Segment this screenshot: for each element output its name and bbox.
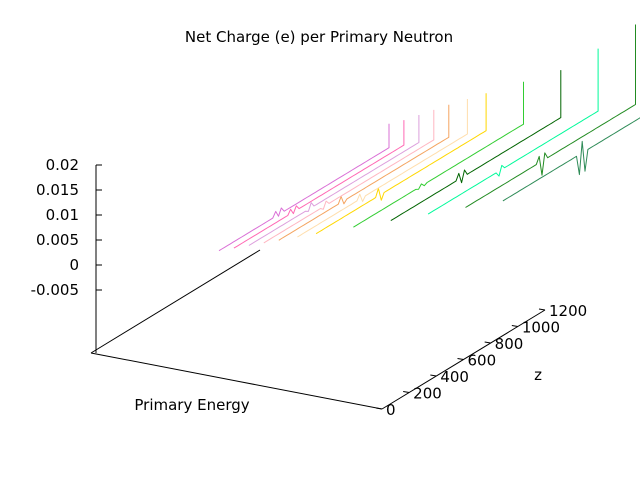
z-tick-label: 200: [413, 385, 442, 403]
x-axis-label: Primary Energy: [134, 396, 249, 414]
series-line: [502, 117, 640, 202]
z-tick-mark: [457, 358, 464, 360]
z-tick-mark: [403, 391, 410, 393]
series-line: [390, 70, 562, 222]
series-line: [427, 48, 599, 215]
z-tick-label: 400: [440, 368, 469, 386]
axes-group: [90, 165, 546, 410]
primary-energy-axis: [90, 352, 383, 410]
y-tick-label: 0: [69, 256, 79, 274]
chart-title: Net Charge (e) per Primary Neutron: [185, 28, 453, 46]
back-base-axis: [90, 249, 261, 354]
series-line: [465, 24, 636, 208]
z-tick-label: 800: [495, 335, 524, 353]
y-tick-label: 0.02: [46, 156, 79, 174]
y-tick-label: 0.005: [36, 231, 79, 249]
series-line: [233, 120, 405, 249]
y-tick-labels: 0.02 0.015 0.01 0.005 0 -0.005: [31, 156, 102, 299]
series-layer: [218, 24, 640, 252]
z-tick-label: 0: [386, 401, 396, 419]
series-line: [248, 115, 420, 246]
series-line: [315, 93, 487, 235]
z-tick-mark: [538, 308, 546, 311]
series-line: [353, 81, 524, 228]
y-tick-label: 0.01: [46, 206, 79, 224]
y-tick-label: -0.005: [31, 281, 79, 299]
z-axis-label: z: [534, 366, 542, 384]
series-line: [218, 123, 390, 252]
z-tick-label: 600: [468, 352, 497, 370]
z-tick-mark: [430, 374, 437, 377]
z-tick-mark: [375, 407, 383, 410]
series-line: [263, 109, 435, 244]
z-tick-label: 1000: [522, 319, 560, 337]
series-line: [278, 104, 450, 241]
series-line: [297, 99, 468, 238]
z-tick-label: 1200: [549, 302, 587, 320]
z-tick-mark: [484, 341, 491, 344]
y-tick-label: 0.015: [36, 181, 79, 199]
z-tick-mark: [511, 325, 518, 327]
